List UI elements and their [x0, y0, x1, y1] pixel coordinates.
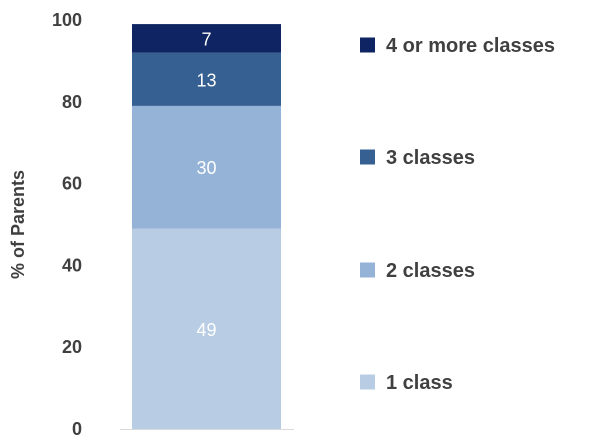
y-tick-label: 0: [72, 419, 82, 438]
y-axis-title: % of Parents: [8, 170, 28, 279]
bar-segment: [132, 228, 281, 429]
legend-swatch: [360, 374, 375, 390]
legend-label: 2 classes: [386, 260, 475, 282]
legend-swatch: [360, 149, 375, 165]
y-tick-label: 20: [62, 337, 82, 357]
bar-segment: [132, 105, 281, 229]
legend-label: 3 classes: [386, 147, 475, 169]
data-labels: 49 30 13 7: [196, 29, 216, 339]
legend-swatch: [360, 37, 375, 53]
bar-segment: [132, 24, 281, 53]
y-tick-label: 80: [62, 92, 82, 112]
y-tick-label: 100: [52, 10, 82, 30]
data-label: 30: [196, 158, 216, 178]
data-label: 13: [196, 70, 216, 90]
legend-label: 1 class: [386, 372, 453, 394]
y-tick-label: 40: [62, 255, 82, 275]
bar-segments: [132, 24, 281, 429]
bar-segment: [132, 52, 281, 106]
legend-swatch: [360, 262, 375, 278]
y-axis-ticks: 0 20 40 60 80 100: [52, 10, 82, 438]
data-label: 49: [196, 320, 216, 340]
legend-label: 4 or more classes: [386, 35, 555, 57]
legend: 4 or more classes 3 classes 2 classes 1 cla…: [360, 35, 555, 394]
y-tick-label: 60: [62, 174, 82, 194]
data-label: 7: [201, 29, 211, 49]
